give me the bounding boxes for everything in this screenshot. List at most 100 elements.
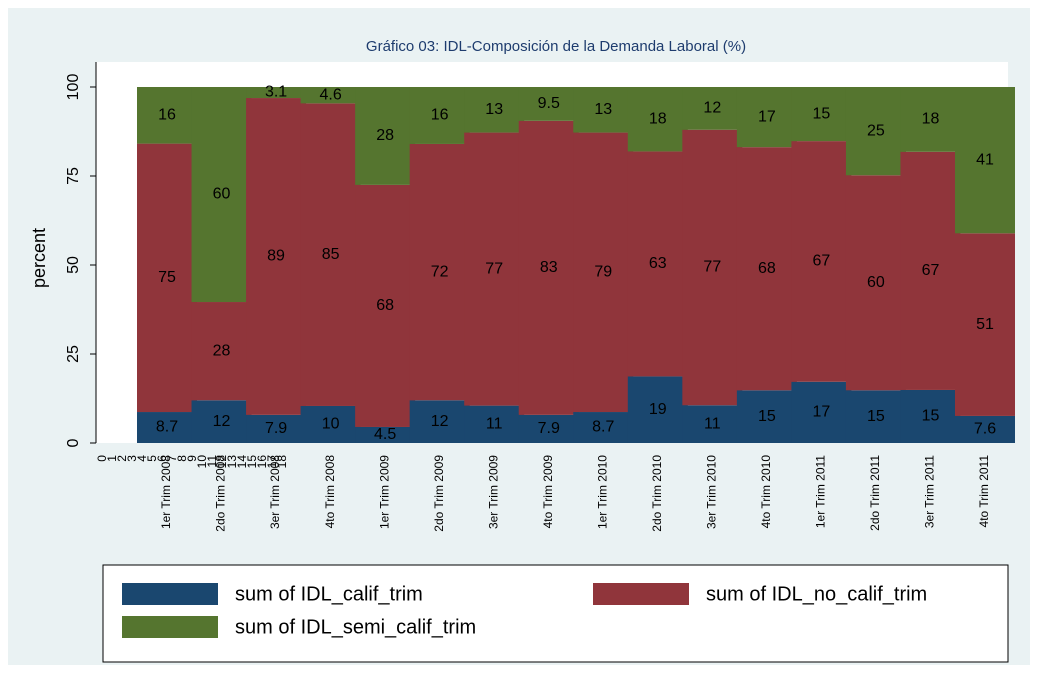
data-label: 85 — [322, 246, 340, 263]
x-axis-number: 16 — [255, 455, 269, 469]
x-axis-number: 11 — [205, 455, 219, 468]
bar-segment — [791, 87, 852, 142]
data-label: 67 — [813, 253, 831, 270]
data-label: 60 — [867, 274, 885, 291]
bar-segment — [900, 151, 961, 390]
x-tick-label: 3er Trim 2010 — [705, 455, 719, 529]
bar-segment — [791, 381, 852, 443]
data-label: 25 — [867, 122, 885, 139]
data-label: 17 — [758, 108, 776, 125]
bar-segment — [845, 390, 906, 443]
data-label: 18 — [922, 111, 940, 128]
x-axis-number: 5 — [145, 455, 159, 462]
bar-segment — [191, 87, 252, 303]
bar-segment — [518, 414, 579, 443]
data-label: 75 — [158, 269, 176, 286]
chart-title: Gráfico 03: IDL-Composición de la Demand… — [366, 38, 746, 55]
x-tick-label: 3er Trim 2009 — [486, 455, 500, 529]
bar-segment — [627, 376, 688, 443]
data-label: 13 — [485, 101, 503, 118]
data-label: 89 — [267, 248, 285, 265]
data-label: 3.1 — [265, 84, 287, 101]
bar-segment — [246, 414, 307, 443]
x-tick-label: 2do Trim 2009 — [432, 455, 446, 532]
data-label: 15 — [867, 408, 885, 425]
y-tick-label: 50 — [65, 256, 82, 274]
bar-segment — [955, 415, 1015, 443]
bar-segment — [518, 120, 579, 415]
x-tick-label: 2do Trim 2011 — [868, 455, 882, 531]
bar-segment — [682, 405, 743, 443]
data-label: 77 — [485, 260, 503, 277]
x-tick-label: 1er Trim 2009 — [377, 455, 391, 529]
data-label: 41 — [976, 151, 994, 168]
bar-segment — [900, 389, 961, 443]
x-axis-number: 8 — [175, 455, 189, 462]
x-tick-label: 1er Trim 2011 — [814, 455, 828, 528]
data-label: 60 — [213, 186, 231, 203]
legend-box — [102, 564, 1009, 663]
legend-swatch — [122, 616, 218, 638]
bar-segment — [300, 87, 361, 104]
x-axis-number: 18 — [275, 455, 289, 469]
bar-segment — [900, 87, 961, 152]
x-tick-label: 3er Trim 2011 — [923, 455, 937, 528]
data-label: 16 — [158, 107, 176, 124]
x-axis-number: 9 — [185, 455, 199, 462]
data-label: 67 — [922, 262, 940, 279]
x-tick-label: 2do Trim 2008 — [214, 455, 228, 532]
bar-segment — [955, 87, 1015, 234]
bar-segment — [191, 302, 252, 401]
x-tick-label: 4to Trim 2009 — [541, 455, 555, 529]
data-label: 28 — [376, 127, 394, 144]
bar-segment — [300, 405, 361, 443]
data-label: 4.6 — [319, 86, 341, 103]
bar-segment — [573, 87, 634, 133]
data-label: 9.5 — [538, 95, 560, 112]
data-label: 51 — [976, 316, 994, 333]
y-axis-label: percent — [29, 228, 49, 288]
x-axis-number: 7 — [165, 455, 179, 462]
bar-segment — [791, 141, 852, 382]
bar-segment — [409, 400, 470, 443]
bar-segment — [409, 87, 470, 144]
data-label: 19 — [649, 401, 667, 418]
bar-segment — [573, 132, 634, 413]
bar-segment — [137, 143, 197, 413]
x-axis-number: 0 — [95, 455, 109, 462]
bar-segment — [518, 87, 579, 121]
legend-label: sum of IDL_semi_calif_trim — [235, 616, 476, 638]
legend-label: sum of IDL_calif_trim — [235, 583, 423, 605]
data-label: 7.6 — [974, 421, 996, 438]
data-label: 11 — [704, 415, 721, 432]
legend-swatch — [593, 583, 689, 605]
bar-segment — [845, 175, 906, 391]
bar-segment — [736, 390, 797, 443]
bar-segment — [355, 87, 416, 185]
data-label: 4.5 — [374, 426, 396, 443]
x-axis-number: 13 — [225, 455, 239, 469]
bar-segment — [300, 103, 361, 406]
data-label: 68 — [376, 297, 394, 314]
x-axis-number: 10 — [195, 455, 209, 469]
data-label: 79 — [594, 264, 612, 281]
x-tick-label: 4to Trim 2011 — [977, 455, 991, 528]
legend-label: sum of IDL_no_calif_trim — [706, 583, 927, 605]
data-label: 63 — [649, 255, 667, 272]
bar-segment — [682, 129, 743, 406]
x-axis-number: 17 — [265, 455, 279, 469]
bar-segment — [736, 147, 797, 391]
bar-segment — [573, 412, 634, 443]
bar-segment — [845, 87, 906, 176]
bar-segment — [464, 132, 525, 406]
bar-segment — [246, 87, 307, 99]
data-label: 15 — [922, 408, 940, 425]
data-label: 83 — [540, 259, 558, 276]
x-axis-number: 14 — [235, 455, 249, 469]
bar-segment — [355, 184, 416, 427]
data-label: 8.7 — [592, 419, 614, 436]
data-label: 12 — [213, 413, 231, 430]
data-label: 11 — [486, 416, 503, 433]
bar-segment — [409, 143, 470, 401]
